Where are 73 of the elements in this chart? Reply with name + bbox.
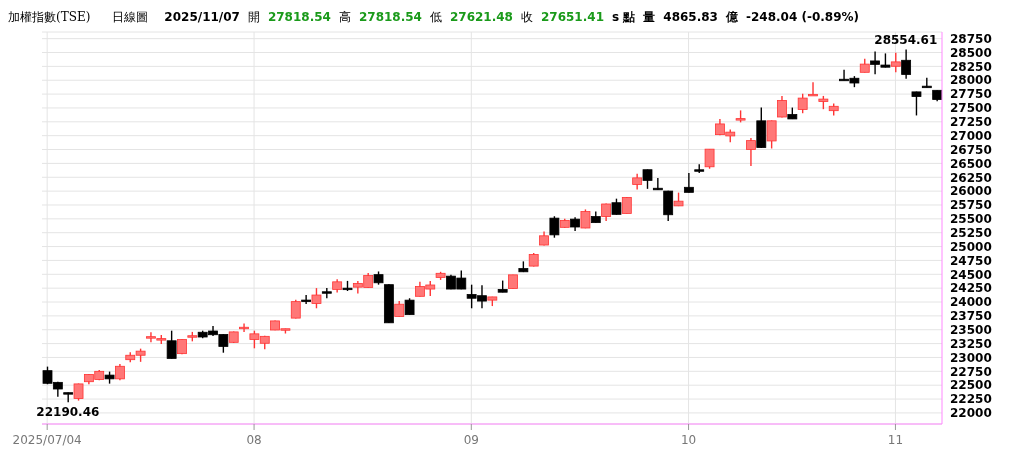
candlestick: [549, 215, 560, 239]
y-tick-label: 27750: [950, 87, 992, 102]
y-tick-label: 23250: [950, 336, 992, 351]
text: -248.04 (-0.89%): [745, 10, 860, 24]
y-tick-label: 28250: [950, 59, 992, 74]
y-tick-label: 26500: [950, 156, 992, 171]
y-tick-label: 26750: [950, 142, 992, 157]
candlestick: [166, 329, 177, 360]
y-tick-label: 22500: [950, 378, 992, 393]
candlestick: [683, 172, 694, 194]
y-tick-label: 27500: [950, 101, 992, 116]
annotation: 22190.46: [36, 405, 100, 420]
y-tick-label: 22750: [950, 364, 992, 379]
candlestick: [766, 119, 777, 150]
candlestick: [663, 190, 674, 222]
y-tick-label: 25250: [950, 225, 992, 240]
y-tick-label: 22250: [950, 392, 992, 407]
y-tick-label: 26000: [950, 184, 992, 199]
x-tick-label: 10: [680, 433, 697, 447]
y-tick-label: 23000: [950, 350, 992, 365]
chart-title: 加權指數(TSE): [8, 8, 91, 26]
candlestick: [642, 168, 653, 190]
candlestick: [746, 137, 756, 167]
candlestick: [911, 90, 922, 117]
y-tick-label: 25000: [950, 239, 992, 254]
candlestick: [797, 93, 808, 114]
text: 量: [643, 8, 656, 26]
candlestick: [63, 391, 74, 404]
candlestick: [890, 52, 901, 74]
text: 27818.54: [267, 10, 331, 24]
y-tick-label: 23500: [950, 323, 992, 337]
text: 收: [520, 8, 533, 26]
text: s 點: [611, 8, 636, 26]
y-tick-label: 25500: [950, 212, 992, 227]
candlestick: [921, 76, 932, 89]
y-tick-label: 24000: [950, 295, 992, 310]
candlestick: [777, 95, 787, 119]
chart-subtitle: 日線圖: [112, 8, 149, 26]
y-tick-label: 22000: [950, 406, 992, 421]
y-tick-label: 24250: [950, 281, 992, 296]
candlestick: [580, 208, 591, 229]
text: 開: [247, 8, 260, 26]
text: 低: [429, 8, 442, 26]
candlestick: [808, 81, 818, 97]
y-tick-label: 23750: [950, 309, 992, 324]
y-tick-label: 27000: [950, 128, 992, 143]
y-tick-label: 24500: [950, 267, 992, 282]
x-tick-label: 08: [246, 433, 262, 447]
candlestick: [901, 48, 912, 80]
candlestick: [239, 322, 249, 333]
y-tick-label: 28000: [950, 73, 992, 88]
y-tick-label: 25750: [950, 198, 992, 213]
y-tick-label: 27250: [950, 115, 992, 130]
x-tick-label: 09: [463, 433, 479, 447]
x-tick-label: 11: [887, 433, 904, 447]
x-tick-label: 2025/07/04: [12, 433, 82, 447]
y-tick-label: 24750: [950, 253, 992, 268]
text: 億: [725, 8, 738, 26]
annotation: 28554.61: [874, 33, 938, 48]
y-tick-label: 28500: [950, 45, 992, 60]
text: 27621.48: [449, 10, 513, 24]
candlestick: [652, 177, 663, 191]
text: 2025/11/07: [164, 10, 240, 24]
y-tick-label: 26250: [950, 170, 992, 185]
text: 27818.54: [358, 10, 422, 24]
candlestick: [301, 294, 312, 305]
text: 4865.83: [663, 10, 718, 24]
text: 高: [338, 8, 351, 26]
y-tick-label: 28750: [950, 31, 992, 46]
text: 27651.41: [540, 10, 604, 24]
candlestick: [290, 299, 301, 320]
candlestick: [321, 287, 332, 299]
candlestick: [311, 287, 322, 309]
